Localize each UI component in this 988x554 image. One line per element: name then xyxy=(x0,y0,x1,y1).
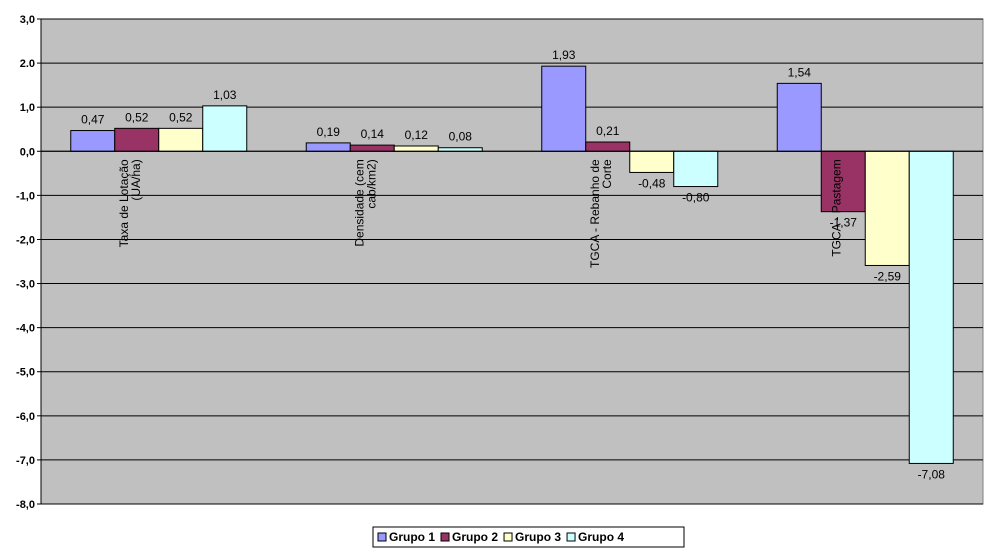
plot-area xyxy=(40,18,984,505)
legend-swatch xyxy=(503,532,513,542)
y-tick-label: -6,0 xyxy=(16,411,35,423)
data-label: 0,21 xyxy=(596,124,620,138)
bar xyxy=(629,150,675,173)
y-tick-label: 3,0 xyxy=(20,14,35,26)
data-label: -1,37 xyxy=(830,216,858,230)
legend-label: Grupo 1 xyxy=(389,530,435,544)
legend-box xyxy=(372,526,685,548)
category-label-line: Densidade (cem xyxy=(353,159,367,246)
legend-label: Grupo 2 xyxy=(452,530,498,544)
bar xyxy=(673,150,719,188)
category-label-line: TGCA - Rebanho de xyxy=(588,159,602,268)
y-tick-label: -7,0 xyxy=(16,455,35,467)
data-label: 1,03 xyxy=(213,88,237,102)
bar xyxy=(541,65,587,152)
bar xyxy=(437,147,483,152)
legend-swatch xyxy=(377,532,387,542)
data-label: 1,54 xyxy=(788,65,812,79)
legend-swatch xyxy=(566,532,576,542)
bar xyxy=(864,150,910,266)
data-label: -7,08 xyxy=(918,467,946,481)
bar xyxy=(305,142,351,152)
data-label: 0,12 xyxy=(405,128,429,142)
category-label-line: (UA/ha) xyxy=(129,159,143,200)
bar xyxy=(585,141,631,152)
y-tick-label: -1,0 xyxy=(16,190,35,202)
bar xyxy=(202,105,248,152)
data-label: 0,47 xyxy=(81,113,105,127)
bar xyxy=(776,82,822,152)
category-label: Taxa de Lotação(UA/ha) xyxy=(117,159,143,247)
legend-swatch xyxy=(440,532,450,542)
y-tick-label: -4,0 xyxy=(16,323,35,335)
bar xyxy=(349,144,395,152)
data-label: 1,93 xyxy=(552,48,576,62)
category-label-line: Taxa de Lotação xyxy=(117,159,131,247)
category-label-line: Corte xyxy=(600,159,614,189)
legend-label: Grupo 4 xyxy=(578,530,624,544)
data-label: 0,19 xyxy=(317,125,341,139)
y-tick-label: 0,0 xyxy=(20,146,35,158)
bar xyxy=(158,127,204,152)
y-tick-label: -5,0 xyxy=(16,367,35,379)
data-label: -2,59 xyxy=(874,269,902,283)
data-label: -0,80 xyxy=(682,191,710,205)
data-label: -0,48 xyxy=(638,176,666,190)
y-tick-label: 2.0 xyxy=(20,58,35,70)
y-tick-label: -3,0 xyxy=(16,279,35,291)
y-tick-label: -2,0 xyxy=(16,234,35,246)
data-label: 0,08 xyxy=(449,130,473,144)
bar xyxy=(70,130,116,152)
category-label: TGCA - Pastagem xyxy=(830,159,844,256)
data-label: 0,14 xyxy=(361,127,385,141)
bar xyxy=(114,127,160,152)
y-tick-label: -8,0 xyxy=(16,499,35,511)
data-label: 0,52 xyxy=(125,110,149,124)
bar xyxy=(393,145,439,152)
y-tick-label: 1,0 xyxy=(20,102,35,114)
data-label: 0,52 xyxy=(169,110,193,124)
legend-label: Grupo 3 xyxy=(515,530,561,544)
bar xyxy=(908,150,954,464)
category-label-line: TGCA - Pastagem xyxy=(830,159,844,256)
category-label-line: cab/km2) xyxy=(365,159,379,208)
